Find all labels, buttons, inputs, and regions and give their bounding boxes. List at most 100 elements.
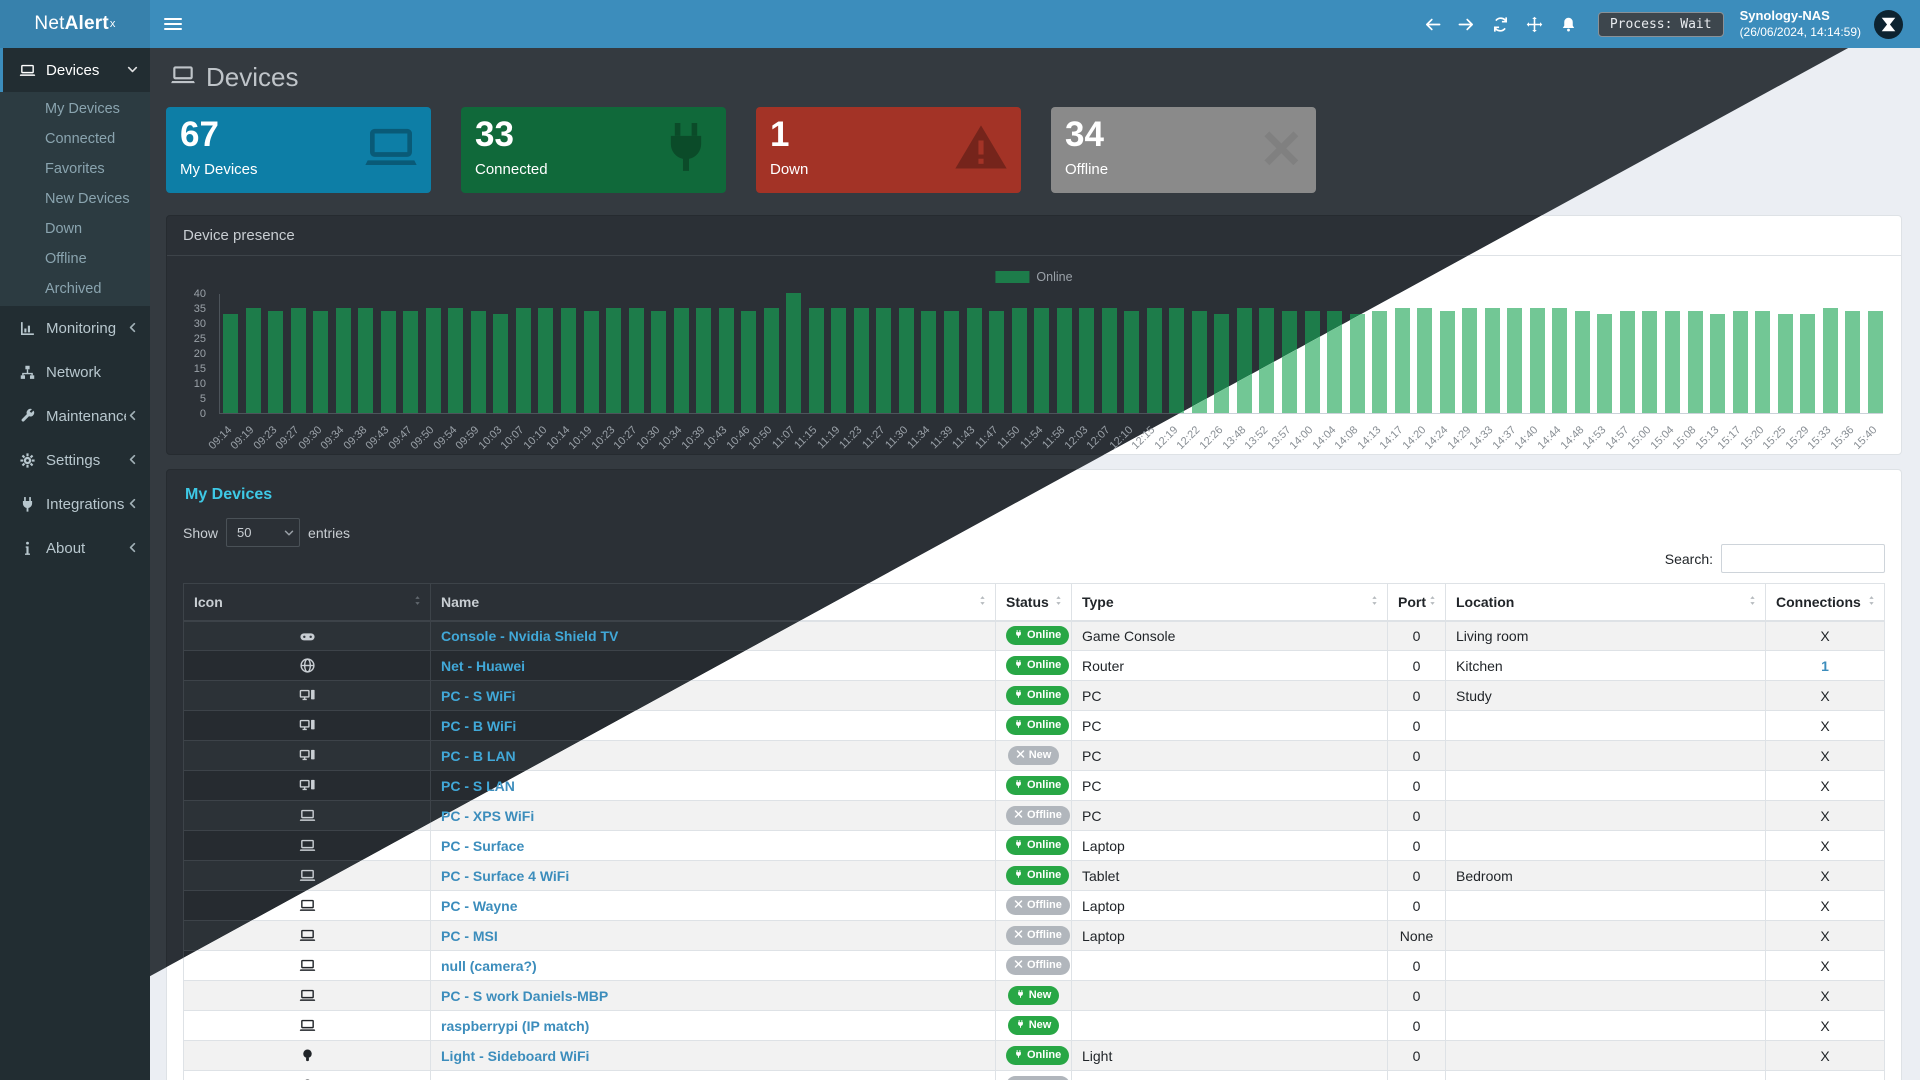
table-row[interactable]: PC - S work Daniels-MBP New 0 X bbox=[183, 980, 1885, 1011]
device-name-link[interactable]: Console - Nvidia Shield TV bbox=[441, 627, 619, 644]
device-type: PC bbox=[1071, 740, 1388, 771]
sidebar-subitem-new-devices[interactable]: New Devices bbox=[45, 191, 130, 207]
device-location bbox=[1445, 950, 1766, 981]
y-tick: 5 bbox=[199, 393, 206, 405]
host-info: Synology-NAS (26/06/2024, 14:14:59) bbox=[1740, 8, 1861, 39]
device-icon-cell bbox=[183, 980, 431, 1011]
sidebar-subitem-archived[interactable]: Archived bbox=[45, 281, 102, 297]
move-icon[interactable] bbox=[1518, 0, 1552, 48]
sidebar-item-devices[interactable]: Devices bbox=[0, 48, 150, 92]
laptop-icon bbox=[298, 867, 317, 883]
stat-card-connected[interactable]: 33 Connected bbox=[461, 107, 726, 193]
chevron-down-icon bbox=[126, 63, 140, 77]
device-connections: X bbox=[1765, 860, 1885, 891]
refresh-icon[interactable] bbox=[1484, 0, 1518, 48]
column-header-status[interactable]: Status bbox=[995, 583, 1072, 622]
bar-11:15 bbox=[808, 308, 824, 413]
bar-11:30 bbox=[898, 308, 914, 413]
device-name-link[interactable]: PC - S WiFi bbox=[441, 687, 516, 704]
sidebar-item-monitoring[interactable]: Monitoring bbox=[0, 306, 150, 350]
laptop-icon bbox=[298, 807, 317, 823]
table-row[interactable]: raspberrypi (IP match) New 0 X bbox=[183, 1010, 1885, 1041]
connections-link[interactable]: 1 bbox=[1821, 657, 1829, 674]
column-header-type[interactable]: Type bbox=[1071, 583, 1388, 622]
bar-09:14 bbox=[223, 314, 238, 413]
sidebar-item-maintenance[interactable]: Maintenance bbox=[0, 394, 150, 438]
y-tick: 30 bbox=[193, 318, 206, 330]
device-connections: X bbox=[1765, 800, 1885, 831]
avatar[interactable] bbox=[1873, 9, 1904, 40]
plug-icon bbox=[1014, 629, 1023, 642]
table-search: Search: bbox=[1665, 544, 1885, 573]
device-name-link[interactable]: Light - Sideboard WiFi bbox=[441, 1047, 590, 1064]
search-label: Search: bbox=[1664, 550, 1713, 567]
bar-10:34 bbox=[673, 308, 689, 413]
entries-select[interactable]: 50 bbox=[226, 518, 301, 547]
device-name-link[interactable]: PC - S work Daniels-MBP bbox=[441, 987, 609, 1004]
device-name-link[interactable]: PC - Wayne bbox=[441, 897, 518, 914]
sidebar-subitem-down[interactable]: Down bbox=[45, 221, 83, 237]
sidebar-subitem-favorites[interactable]: Favorites bbox=[45, 161, 105, 177]
device-connections: X bbox=[1765, 740, 1885, 771]
column-header-icon[interactable]: Icon bbox=[183, 583, 431, 622]
table-row[interactable]: null (camera?) Offline 0 X bbox=[183, 950, 1885, 981]
device-name-link[interactable]: PC - XPS WiFi bbox=[441, 807, 535, 824]
sidebar-item-network[interactable]: Network bbox=[0, 350, 150, 394]
sidebar-subitem-offline[interactable]: Offline bbox=[45, 251, 87, 267]
plug-icon bbox=[17, 495, 37, 513]
device-name-link[interactable]: null (camera?) bbox=[441, 957, 537, 974]
column-header-connections[interactable]: Connections bbox=[1765, 583, 1885, 622]
bar-15:36 bbox=[1845, 311, 1861, 413]
table-row[interactable]: Light - bedside B WiFi OfflineLight0 X bbox=[183, 1070, 1885, 1080]
device-name-link[interactable]: raspberrypi (IP match) bbox=[441, 1017, 590, 1034]
chart-title: Device presence bbox=[167, 216, 1901, 256]
stat-card-down[interactable]: 1 Down bbox=[756, 107, 1021, 193]
device-port: None bbox=[1387, 920, 1446, 951]
device-port: 0 bbox=[1387, 890, 1446, 921]
chart-legend[interactable]: Online bbox=[995, 270, 1073, 284]
stat-card-my-devices[interactable]: 67 My Devices bbox=[166, 107, 431, 193]
device-type: Laptop bbox=[1071, 890, 1388, 921]
bar-09:38 bbox=[358, 308, 374, 413]
legend-label: Online bbox=[1036, 270, 1073, 284]
device-name-link[interactable]: PC - Surface bbox=[441, 837, 525, 854]
sidebar-item-about[interactable]: About bbox=[0, 526, 150, 570]
bell-icon[interactable] bbox=[1552, 0, 1586, 48]
back-arrow-icon[interactable] bbox=[1416, 0, 1450, 48]
device-name-link[interactable]: PC - B LAN bbox=[441, 747, 516, 764]
bar-15:04 bbox=[1665, 311, 1680, 413]
sidebar-item-integrations[interactable]: Integrations bbox=[0, 482, 150, 526]
laptop-icon bbox=[298, 987, 317, 1003]
bar-10:43 bbox=[718, 308, 734, 413]
sidebar: Devices My Devices Connected Favorites New D… bbox=[0, 48, 150, 1080]
device-location bbox=[1445, 800, 1766, 831]
device-name-link[interactable]: Net - Huawei bbox=[441, 657, 526, 674]
device-name-link[interactable]: PC - Surface 4 WiFi bbox=[441, 867, 570, 884]
forward-arrow-icon[interactable] bbox=[1450, 0, 1484, 48]
sidebar-item-settings[interactable]: Settings bbox=[0, 438, 150, 482]
bar-10:10 bbox=[538, 308, 554, 413]
device-name-link[interactable]: PC - B WiFi bbox=[441, 717, 517, 734]
bar-15:00 bbox=[1642, 311, 1658, 413]
bar-10:39 bbox=[696, 308, 712, 413]
search-input[interactable] bbox=[1721, 544, 1885, 573]
sidebar-subitem-connected[interactable]: Connected bbox=[45, 131, 116, 147]
bar-14:24 bbox=[1439, 311, 1455, 413]
device-name-link[interactable]: Light - bedside B WiFi bbox=[441, 1078, 588, 1080]
column-header-port[interactable]: Port bbox=[1387, 583, 1446, 622]
device-name-link[interactable]: PC - MSI bbox=[441, 927, 498, 944]
table-row[interactable]: PC - S LANOnlinePC0X bbox=[183, 770, 1885, 801]
sidebar-subitem-my-devices[interactable]: My Devices bbox=[45, 101, 120, 117]
column-header-location[interactable]: Location bbox=[1445, 583, 1766, 622]
device-location bbox=[1445, 920, 1766, 951]
stat-card-offline[interactable]: 34 Offline ✕ bbox=[1051, 107, 1316, 193]
page-title: Devices bbox=[206, 62, 299, 92]
sidebar-toggle-button[interactable] bbox=[150, 0, 196, 48]
